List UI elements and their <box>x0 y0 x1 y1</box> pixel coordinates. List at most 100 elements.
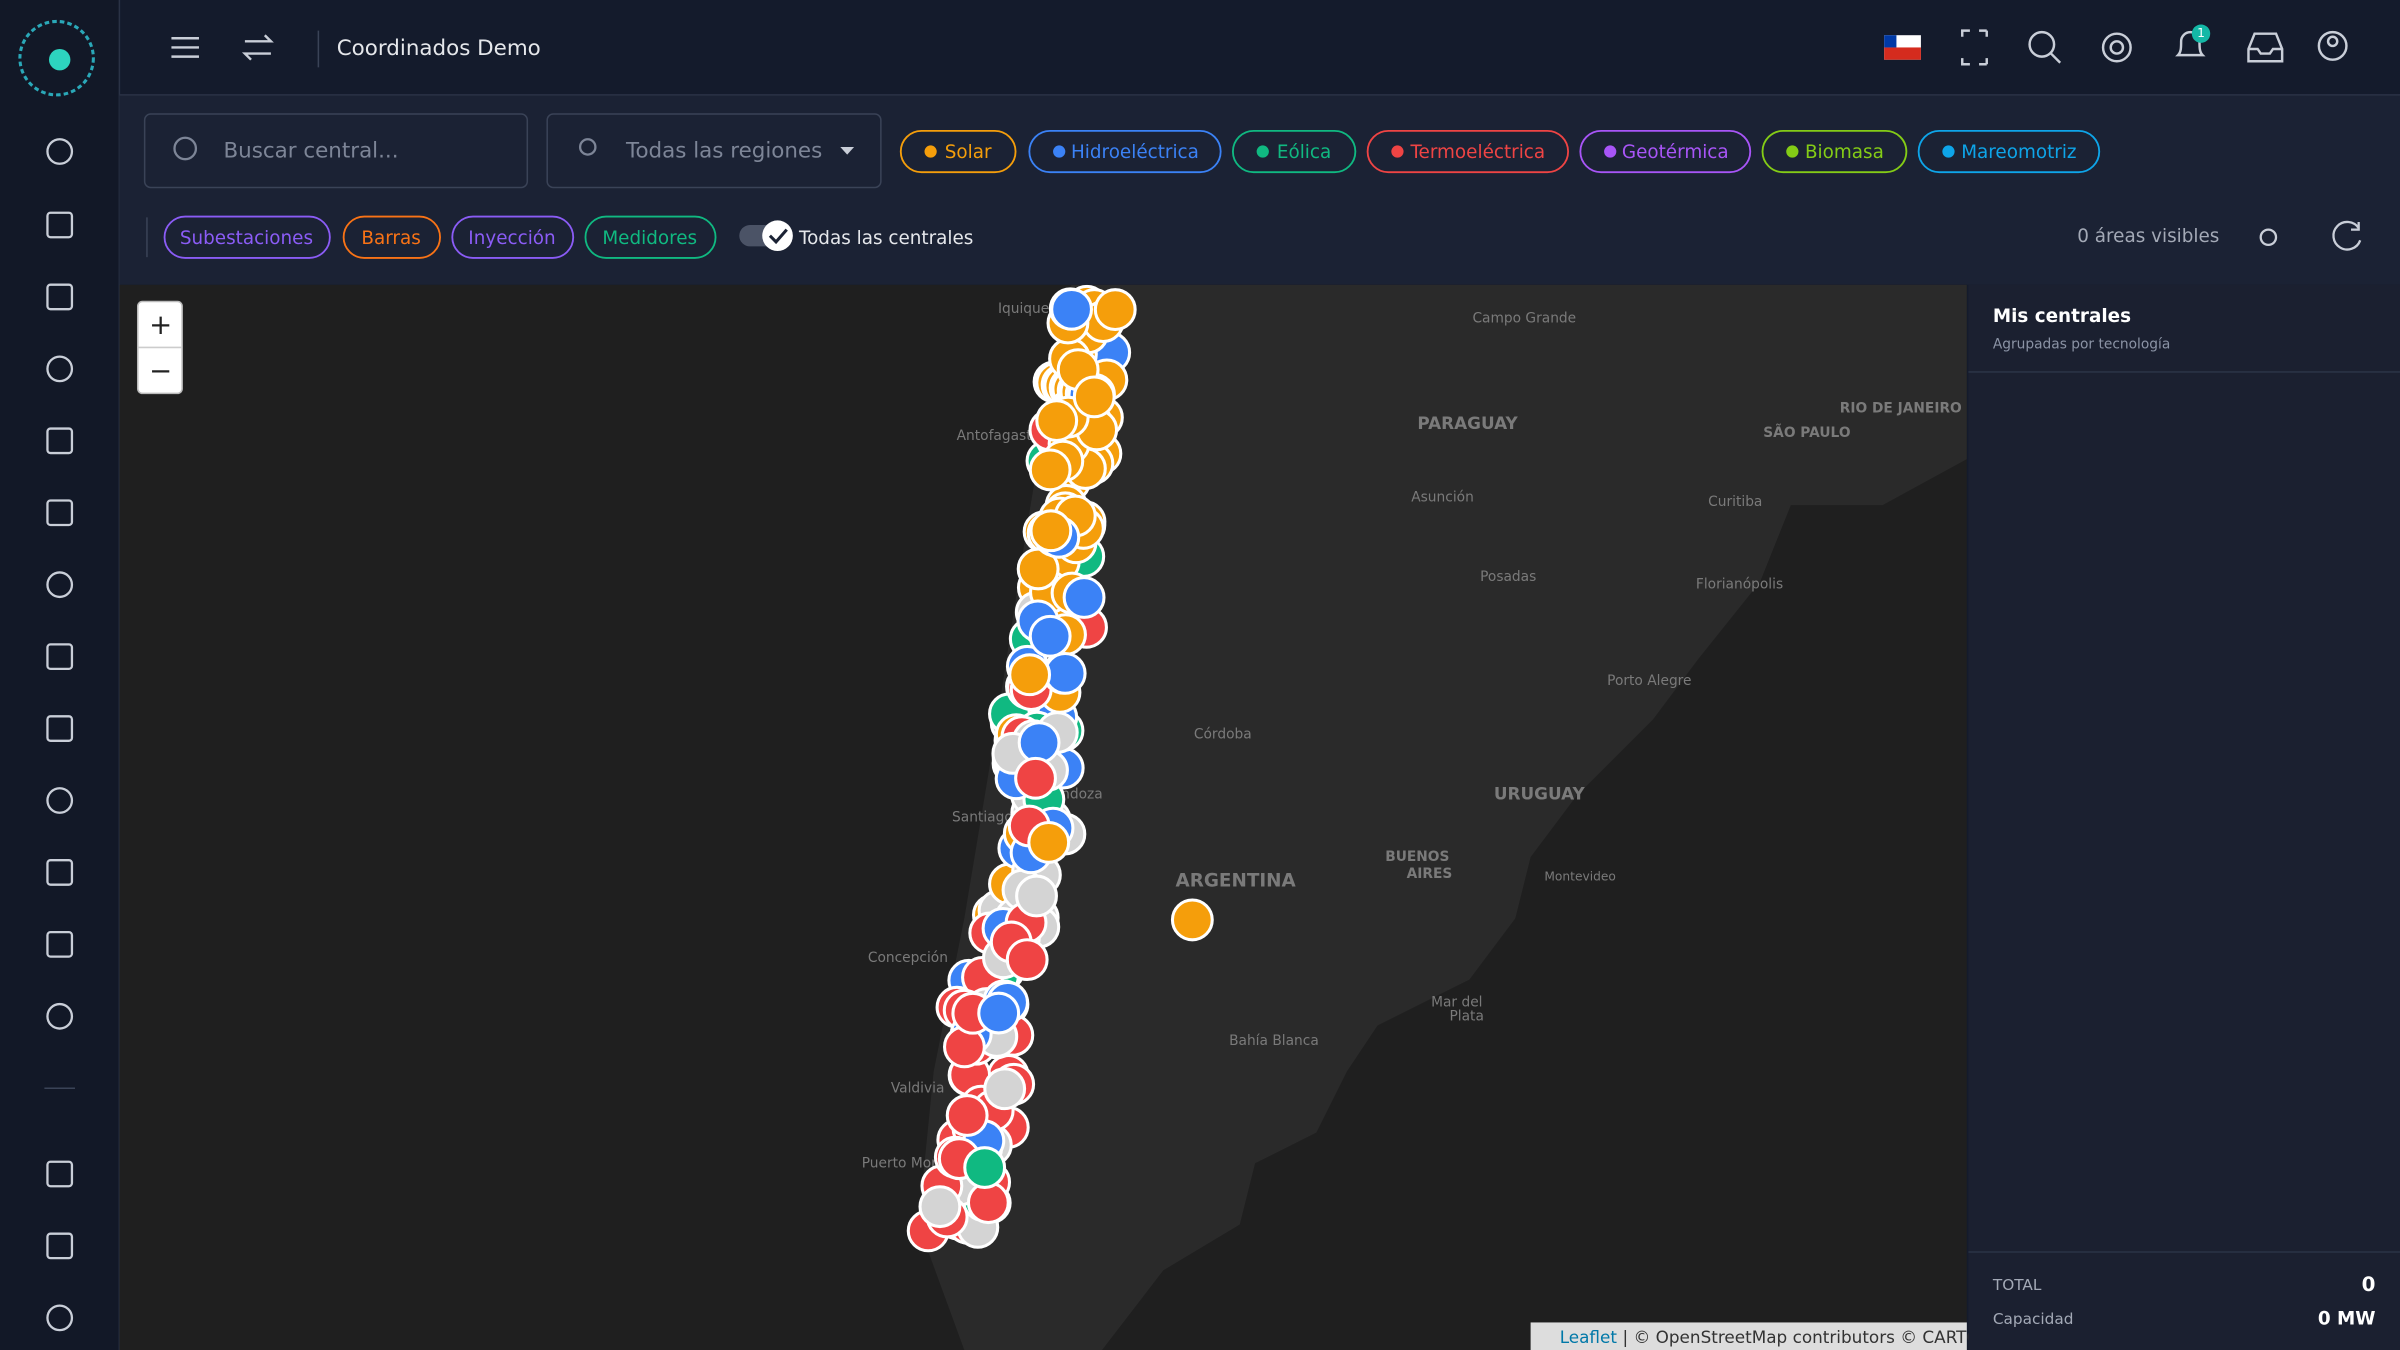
theme-button[interactable] <box>2259 228 2278 247</box>
plant-marker[interactable] <box>918 1185 962 1229</box>
panel-title: Mis centrales <box>1993 306 2131 327</box>
nav-icon[interactable] <box>46 1160 74 1188</box>
chip-label: Eólica <box>1277 142 1331 163</box>
map-label: Plata <box>1449 1008 1483 1024</box>
nav-icon[interactable] <box>46 138 74 165</box>
refresh-button[interactable] <box>2332 220 2362 251</box>
map-label: URUGUAY <box>1494 783 1586 803</box>
filter-chip[interactable] <box>342 215 441 259</box>
map-label: Campo Grande <box>1472 310 1576 326</box>
search-button[interactable] <box>2028 30 2056 58</box>
map-label: Asunción <box>1411 489 1474 505</box>
flag-part <box>1884 47 1921 60</box>
plant-marker[interactable] <box>1170 898 1214 942</box>
zoom-in[interactable]: + <box>149 309 172 341</box>
nav-icon[interactable] <box>46 355 74 383</box>
chip-label: Medidores <box>602 228 697 249</box>
help-button[interactable] <box>2101 32 2132 63</box>
chip-label: Geotérmica <box>1622 142 1729 163</box>
plant-marker[interactable] <box>1008 653 1052 697</box>
search-icon <box>173 136 198 161</box>
plant-marker[interactable] <box>1028 614 1072 658</box>
nav-icon[interactable] <box>46 499 74 527</box>
filter-chip[interactable] <box>451 215 575 259</box>
nav-icon[interactable] <box>46 787 74 814</box>
plant-marker[interactable] <box>1072 375 1116 419</box>
inbox-button[interactable] <box>2247 32 2284 63</box>
chip-icon <box>924 145 937 158</box>
map-label: Antofagasta <box>957 428 1040 444</box>
nav-icon[interactable] <box>46 715 74 742</box>
map-label: Montevideo <box>1544 870 1616 884</box>
map-label: BUENOS <box>1385 849 1449 865</box>
filter-chip[interactable] <box>1579 129 1752 174</box>
map-label: Concepción <box>868 950 948 966</box>
chip-icon <box>1391 145 1404 158</box>
map-label: Iquique <box>998 301 1049 317</box>
map-label: PARAGUAY <box>1417 413 1518 433</box>
region-select[interactable] <box>546 113 882 189</box>
plant-marker[interactable] <box>1017 721 1061 765</box>
nav-icon[interactable] <box>46 930 74 958</box>
plant-marker[interactable] <box>1028 448 1072 492</box>
plant-marker[interactable] <box>1043 651 1087 695</box>
nav-icon[interactable] <box>46 643 74 671</box>
plant-marker[interactable] <box>1050 287 1094 331</box>
total-value: 0 <box>2362 1273 2376 1296</box>
filter-chip[interactable] <box>1366 129 1570 174</box>
plant-marker[interactable] <box>1029 509 1073 553</box>
map-label: Bahía Blanca <box>1229 1033 1319 1049</box>
plant-marker[interactable] <box>1014 756 1057 800</box>
plant-marker[interactable] <box>1005 938 1049 982</box>
plant-marker[interactable] <box>1093 288 1137 332</box>
nav-icon[interactable] <box>46 1304 74 1332</box>
map-label: Santiago <box>952 809 1013 825</box>
nav-icon[interactable] <box>46 571 74 599</box>
filter-chip[interactable] <box>899 129 1017 174</box>
capacity-value: 0 MW <box>2318 1308 2376 1329</box>
filter-chip[interactable] <box>1231 129 1357 174</box>
map[interactable]: Iquique Campo Grande PARAGUAY RIO DE JANEIR… <box>119 284 1967 1350</box>
logo[interactable] <box>18 19 95 97</box>
notifications-button[interactable] <box>2175 30 2206 57</box>
plant-marker[interactable] <box>945 1094 989 1137</box>
plant-marker[interactable] <box>1062 576 1106 619</box>
menu-button[interactable] <box>171 37 199 58</box>
nav-icon[interactable] <box>46 859 74 886</box>
panel-subtitle: Agrupadas por tecnología <box>1993 336 2170 352</box>
zoom-control: + − <box>136 300 183 395</box>
sidebar <box>0 0 120 1350</box>
filter-chip[interactable] <box>1028 129 1222 174</box>
filter-chip[interactable] <box>1761 129 1908 174</box>
search-icon <box>2050 52 2062 64</box>
filter-chip[interactable] <box>1917 129 2101 174</box>
map-label: Puerto Montt <box>862 1155 952 1171</box>
side-panel <box>1968 284 2400 1350</box>
visible-areas: 0 áreas visibles <box>2077 226 2219 247</box>
plant-marker[interactable] <box>1015 874 1058 918</box>
search-input[interactable] <box>143 113 529 189</box>
nav-icon[interactable] <box>46 427 74 455</box>
nav-icon[interactable] <box>46 283 74 311</box>
nav-icon[interactable] <box>46 211 74 239</box>
chip-label: Mareomotriz <box>1961 142 2076 163</box>
zoom-out[interactable]: − <box>149 355 172 387</box>
nav-icon[interactable] <box>46 1232 74 1260</box>
filter-chip[interactable] <box>163 215 331 259</box>
filter-chip[interactable] <box>584 215 717 259</box>
plant-marker[interactable] <box>983 1067 1027 1111</box>
nav-icon[interactable] <box>46 1002 74 1030</box>
map-label: Valdivia <box>891 1080 945 1096</box>
fullscreen-button[interactable] <box>1961 29 1988 66</box>
region-value: Todas las regiones <box>625 139 822 164</box>
plant-marker[interactable] <box>977 991 1021 1035</box>
attribution-link[interactable]: Leaflet <box>1560 1327 1618 1347</box>
switch-button[interactable] <box>241 34 274 61</box>
logo-core <box>48 48 71 71</box>
check-icon <box>768 228 788 245</box>
profile-button[interactable] <box>2317 30 2348 61</box>
plant-marker[interactable] <box>963 1146 1007 1189</box>
plant-marker[interactable] <box>1035 399 1079 443</box>
plant-marker[interactable] <box>1027 820 1071 864</box>
plant-marker[interactable] <box>966 1181 1010 1225</box>
